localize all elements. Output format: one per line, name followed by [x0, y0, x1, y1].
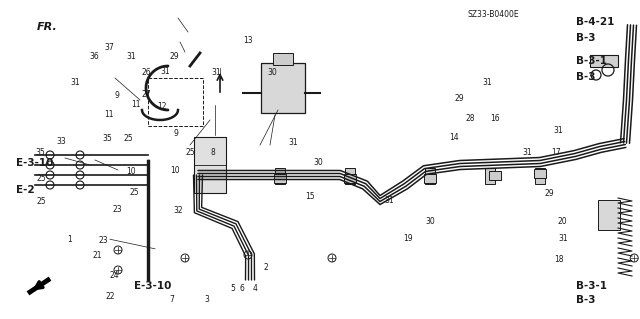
Text: B-3-1: B-3-1 [576, 56, 607, 66]
Bar [344, 174, 356, 182]
Text: 11: 11 [132, 100, 141, 109]
Bar [273, 53, 293, 65]
Text: 36: 36 [90, 52, 100, 61]
Text: 23: 23 [112, 205, 122, 214]
Text: 6: 6 [239, 284, 244, 293]
Text: 14: 14 [449, 133, 460, 142]
Bar [275, 168, 285, 184]
Text: B-3: B-3 [576, 71, 595, 82]
Bar [489, 170, 501, 180]
Text: B-3: B-3 [576, 295, 595, 305]
Text: 11: 11 [104, 110, 113, 119]
Bar [485, 168, 495, 184]
Text: 29: 29 [544, 189, 554, 198]
Text: 2: 2 [263, 263, 268, 272]
Text: 5: 5 [230, 284, 235, 293]
Bar [261, 63, 305, 113]
Text: 13: 13 [243, 36, 253, 45]
Text: 30: 30 [314, 158, 324, 167]
Text: FR.: FR. [37, 22, 58, 32]
Bar [148, 78, 203, 126]
Text: 25: 25 [36, 197, 47, 206]
Text: B-3-1: B-3-1 [576, 280, 607, 291]
Text: 37: 37 [104, 43, 114, 52]
Text: 3: 3 [204, 295, 209, 304]
Text: 4: 4 [252, 284, 257, 293]
Text: 31: 31 [522, 148, 532, 157]
Text: 28: 28 [466, 115, 475, 123]
Text: 25: 25 [123, 134, 133, 143]
Text: B-4-21: B-4-21 [576, 17, 614, 27]
Text: 32: 32 [173, 206, 183, 215]
Text: 16: 16 [490, 115, 500, 123]
Text: 29: 29 [169, 52, 179, 61]
Text: 31: 31 [288, 138, 298, 147]
Text: 35: 35 [102, 134, 113, 143]
Text: 31: 31 [160, 67, 170, 76]
Text: 17: 17 [550, 148, 561, 157]
Text: 31: 31 [70, 78, 81, 87]
Text: E-3-10: E-3-10 [16, 158, 53, 168]
Text: 31: 31 [553, 126, 563, 135]
Text: 18: 18 [554, 256, 563, 264]
Text: 22: 22 [106, 292, 115, 301]
Bar [194, 137, 226, 193]
Text: 31: 31 [483, 78, 493, 87]
Text: E-3-10: E-3-10 [134, 280, 172, 291]
Text: 24: 24 [109, 271, 119, 280]
Text: E-2: E-2 [16, 185, 35, 195]
Text: 15: 15 [305, 192, 316, 201]
Bar [345, 168, 355, 184]
Text: 31: 31 [558, 234, 568, 243]
Bar [534, 168, 546, 177]
Text: 21: 21 [93, 251, 102, 260]
Text: 30: 30 [426, 217, 436, 226]
Text: 29: 29 [454, 94, 465, 103]
Text: B-3: B-3 [576, 33, 595, 43]
Text: 20: 20 [557, 217, 567, 226]
Text: 9: 9 [115, 91, 120, 100]
Text: 31: 31 [211, 68, 221, 77]
Text: 10: 10 [170, 166, 180, 175]
Text: SZ33-B0400E: SZ33-B0400E [467, 10, 519, 19]
Bar [598, 200, 620, 230]
Text: 1: 1 [67, 235, 72, 244]
Text: 19: 19 [403, 234, 413, 243]
Bar [274, 174, 286, 182]
Text: 12: 12 [157, 102, 166, 111]
Text: 35: 35 [35, 148, 45, 157]
Text: 25: 25 [186, 148, 196, 157]
Text: 33: 33 [56, 137, 66, 146]
Text: 31: 31 [126, 52, 136, 61]
Bar [424, 174, 436, 182]
Text: 8: 8 [211, 148, 216, 157]
Text: 23: 23 [99, 236, 109, 245]
Text: 30: 30 [267, 68, 277, 77]
Text: 25: 25 [129, 189, 140, 197]
Bar [425, 168, 435, 184]
Text: 25: 25 [36, 174, 47, 183]
Bar [535, 168, 545, 184]
Text: 7: 7 [169, 295, 174, 304]
Text: 31: 31 [384, 197, 394, 205]
Text: 10: 10 [126, 167, 136, 176]
Text: 9: 9 [173, 129, 179, 138]
Text: 27: 27 [141, 90, 151, 99]
Bar [590, 55, 618, 67]
Text: 26: 26 [141, 68, 151, 77]
